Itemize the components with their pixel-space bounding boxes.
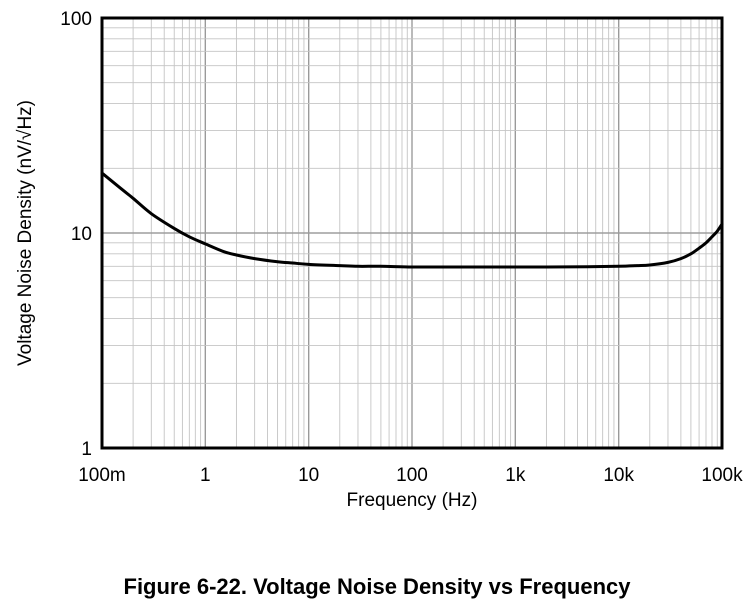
series-line bbox=[100, 171, 724, 269]
x-tick-label: 100m bbox=[78, 465, 126, 486]
x-tick-label: 1k bbox=[505, 465, 526, 486]
x-tick-label: 10k bbox=[603, 465, 634, 486]
figure-caption: Figure 6-22. Voltage Noise Density vs Fr… bbox=[123, 574, 631, 599]
grid bbox=[102, 18, 722, 448]
y-tick-label: 10 bbox=[71, 224, 92, 245]
y-tick-label: 100 bbox=[60, 9, 92, 30]
x-tick-labels: 100m 1 10 100 1k 10k 100k bbox=[78, 465, 743, 486]
x-tick-label: 10 bbox=[298, 465, 319, 486]
y-axis-title: Voltage Noise Density (nV/√Hz) bbox=[15, 100, 36, 366]
y-tick-label: 1 bbox=[81, 439, 92, 460]
x-tick-label: 100k bbox=[701, 465, 743, 486]
plot-frame bbox=[100, 16, 724, 450]
series-layer bbox=[100, 171, 724, 269]
x-axis-title: Frequency (Hz) bbox=[347, 490, 478, 511]
noise-density-chart: 100m 1 10 100 1k 10k 100k 1 10 100 Frequency (Hz… bbox=[15, 9, 743, 511]
y-tick-labels: 1 10 100 bbox=[60, 9, 92, 460]
x-tick-label: 1 bbox=[200, 465, 211, 486]
x-tick-label: 100 bbox=[396, 465, 428, 486]
